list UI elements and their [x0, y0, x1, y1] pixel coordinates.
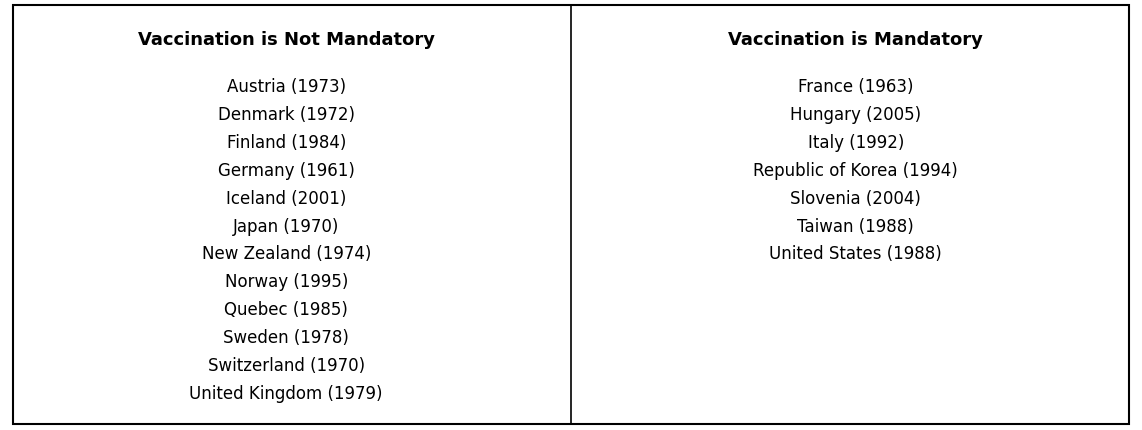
Text: Denmark (1972): Denmark (1972) — [218, 106, 355, 124]
Text: Iceland (2001): Iceland (2001) — [226, 189, 346, 207]
Text: Vaccination is Not Mandatory: Vaccination is Not Mandatory — [138, 31, 435, 49]
Text: Switzerland (1970): Switzerland (1970) — [208, 356, 364, 374]
Text: Republic of Korea (1994): Republic of Korea (1994) — [754, 162, 958, 180]
Text: Hungary (2005): Hungary (2005) — [790, 106, 922, 124]
Text: Sweden (1978): Sweden (1978) — [223, 328, 349, 346]
Text: Finland (1984): Finland (1984) — [226, 134, 346, 152]
Text: Slovenia (2004): Slovenia (2004) — [790, 189, 922, 207]
Text: Italy (1992): Italy (1992) — [807, 134, 904, 152]
Text: United States (1988): United States (1988) — [770, 245, 942, 263]
Text: Germany (1961): Germany (1961) — [218, 162, 355, 180]
Text: Japan (1970): Japan (1970) — [233, 217, 339, 235]
Text: Vaccination is Mandatory: Vaccination is Mandatory — [729, 31, 983, 49]
Text: Taiwan (1988): Taiwan (1988) — [797, 217, 915, 235]
Text: Quebec (1985): Quebec (1985) — [224, 301, 348, 318]
Text: United Kingdom (1979): United Kingdom (1979) — [190, 384, 383, 402]
Text: Austria (1973): Austria (1973) — [226, 78, 346, 96]
Text: New Zealand (1974): New Zealand (1974) — [201, 245, 371, 263]
Text: France (1963): France (1963) — [798, 78, 914, 96]
Text: Norway (1995): Norway (1995) — [225, 273, 348, 291]
